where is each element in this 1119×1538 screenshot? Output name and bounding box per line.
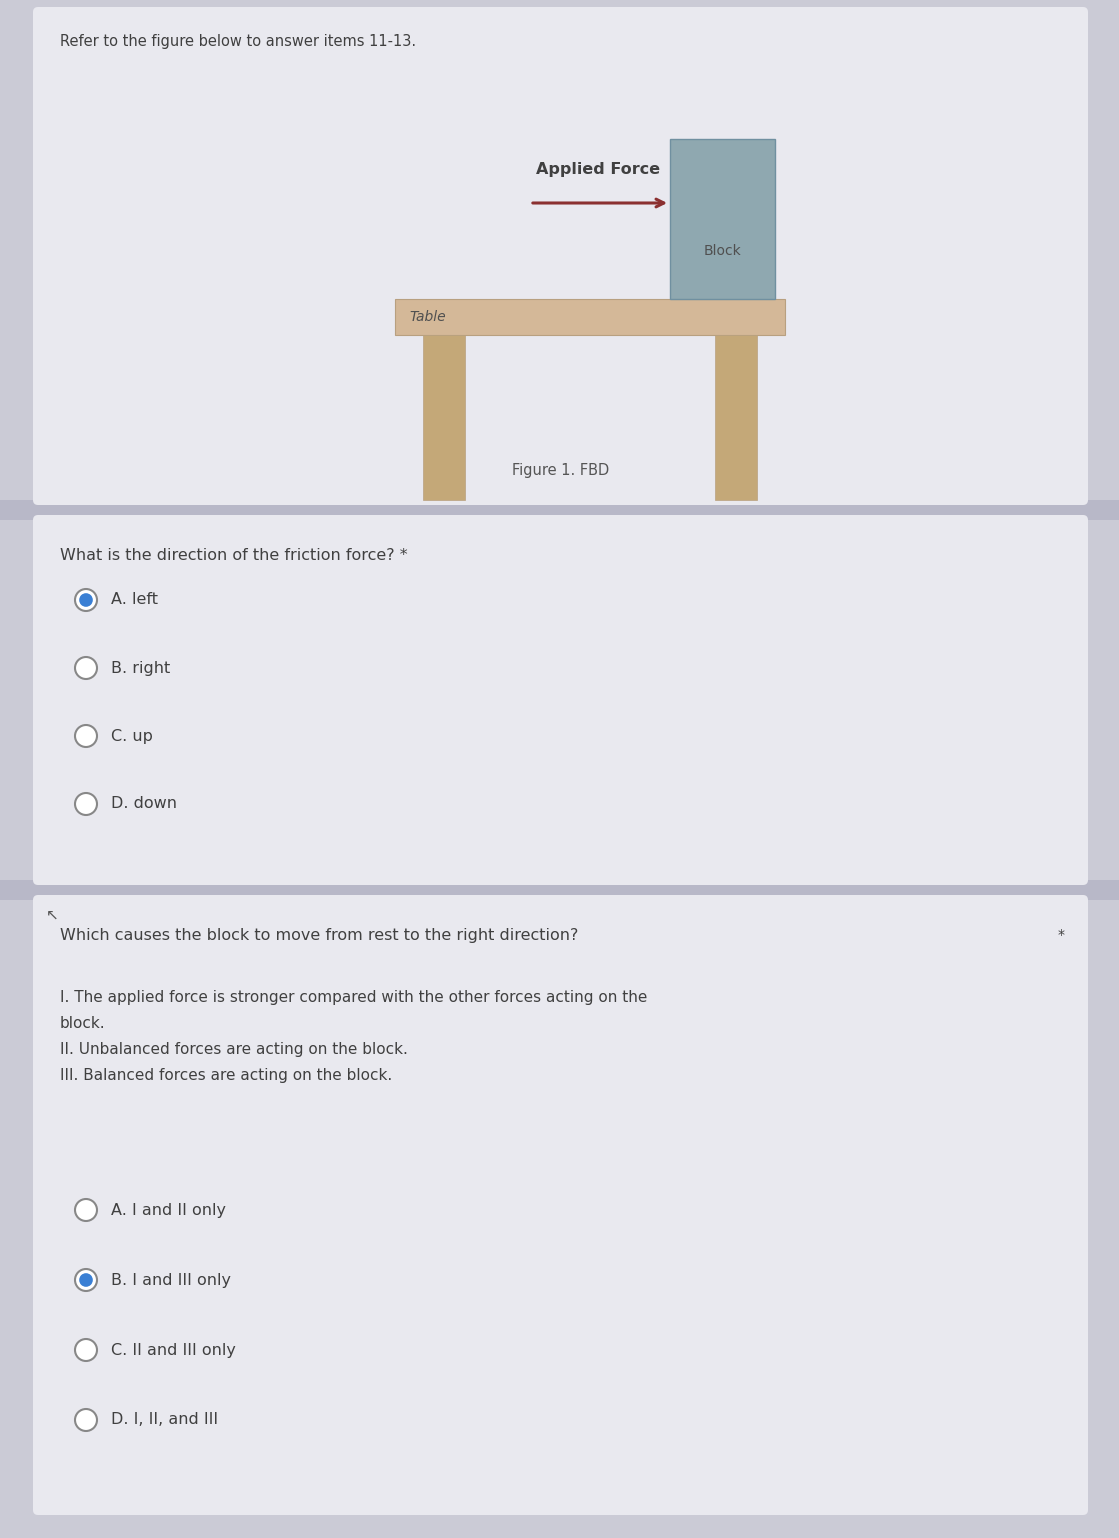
FancyBboxPatch shape [32,895,1088,1515]
FancyBboxPatch shape [32,8,1088,504]
Bar [0,880,1119,900]
Circle shape [75,1269,97,1290]
Text: Figure 1. FBD: Figure 1. FBD [511,463,609,478]
Bar [395,298,786,335]
Text: II. Unbalanced forces are acting on the block.: II. Unbalanced forces are acting on the … [60,1043,407,1057]
Circle shape [75,794,97,815]
Circle shape [75,724,97,747]
Text: I. The applied force is stronger compared with the other forces acting on the: I. The applied force is stronger compare… [60,990,648,1004]
Text: A. I and II only: A. I and II only [111,1203,226,1218]
Circle shape [75,1340,97,1361]
Text: III. Balanced forces are acting on the block.: III. Balanced forces are acting on the b… [60,1067,393,1083]
Text: Table: Table [410,311,445,325]
FancyBboxPatch shape [32,515,1088,884]
Circle shape [79,594,93,608]
Text: B. I and III only: B. I and III only [111,1272,231,1287]
Text: C. II and III only: C. II and III only [111,1343,236,1358]
Text: D. down: D. down [111,797,177,812]
Text: Which causes the block to move from rest to the right direction?: Which causes the block to move from rest… [60,927,579,943]
Text: ↖: ↖ [46,907,59,923]
Circle shape [75,1409,97,1430]
Circle shape [75,589,97,611]
Text: Applied Force: Applied Force [536,161,660,177]
Circle shape [75,1200,97,1221]
Bar [715,335,756,500]
Circle shape [79,1273,93,1287]
Text: D. I, II, and III: D. I, II, and III [111,1412,218,1427]
Text: block.: block. [60,1017,105,1030]
Bar [670,138,775,298]
Text: What is the direction of the friction force? *: What is the direction of the friction fo… [60,548,407,563]
Text: *: * [1057,927,1065,941]
Circle shape [75,657,97,678]
Bar [423,335,466,500]
Text: Block: Block [704,245,742,258]
Bar [0,500,1119,520]
Text: B. right: B. right [111,660,170,675]
Text: Refer to the figure below to answer items 11-13.: Refer to the figure below to answer item… [60,34,416,49]
Text: C. up: C. up [111,729,153,743]
Text: A. left: A. left [111,592,158,608]
